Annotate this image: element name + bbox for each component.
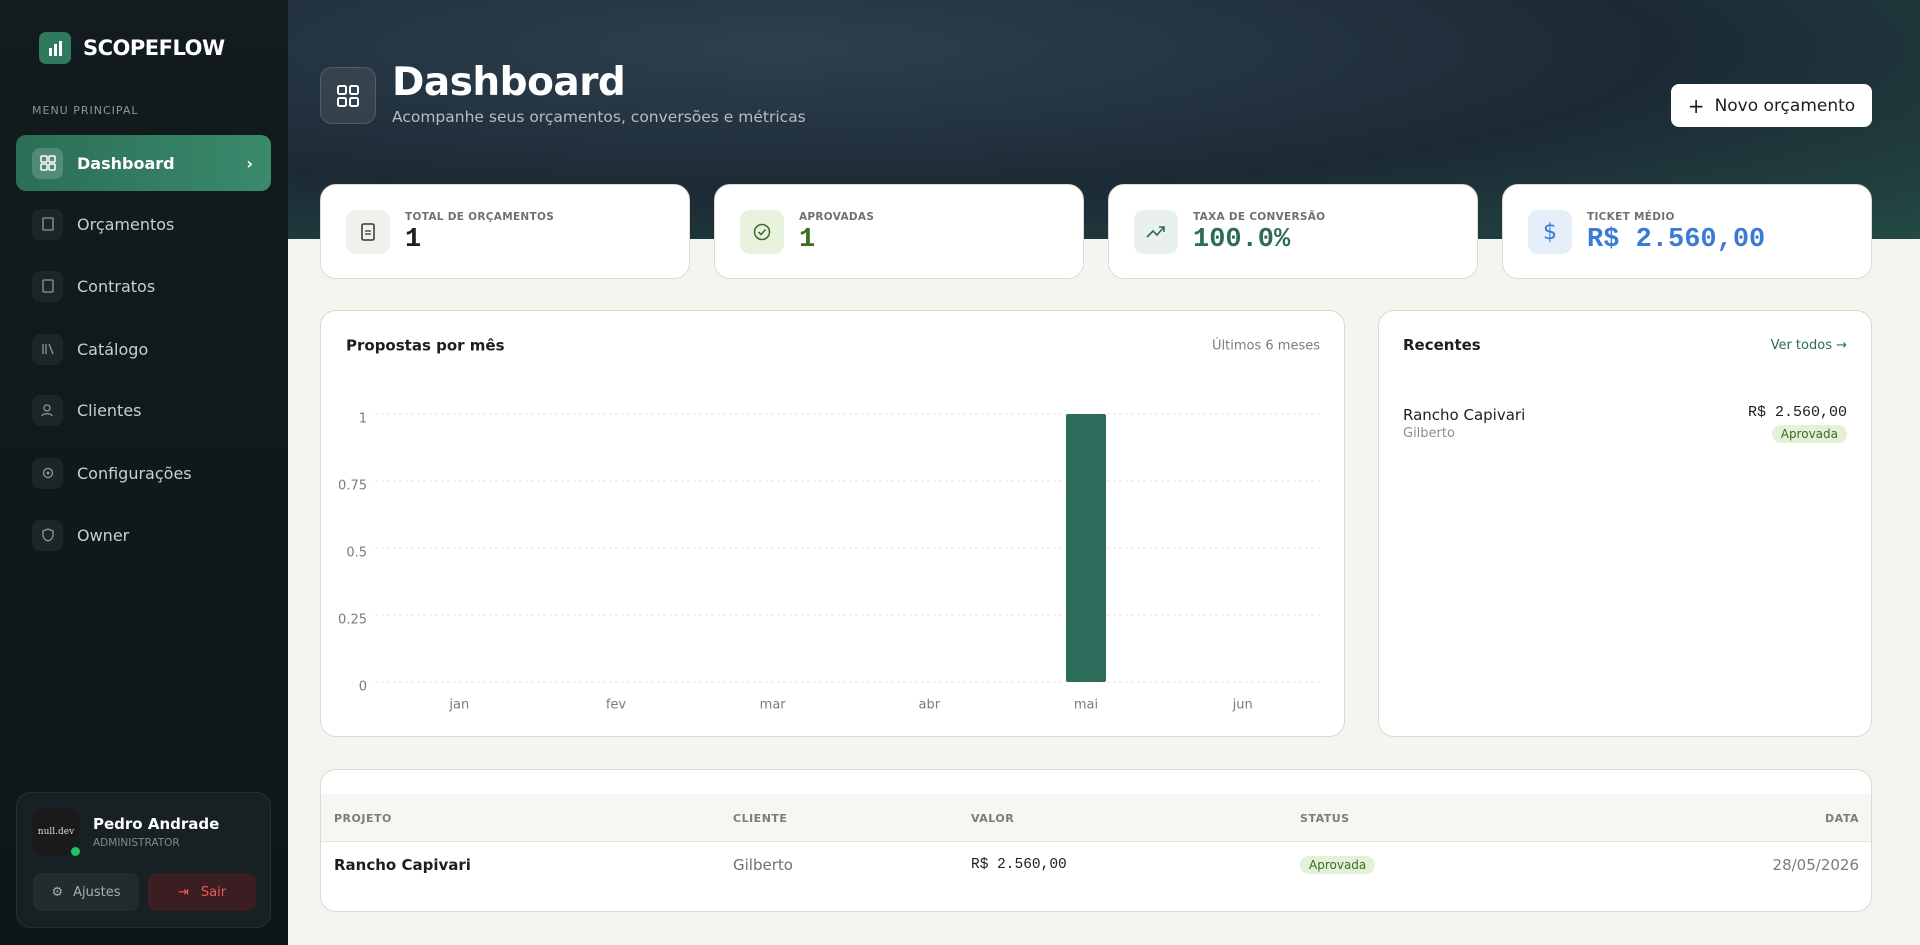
menu-label: MENU PRINCIPAL bbox=[32, 104, 139, 117]
status-badge: Aprovada bbox=[1771, 425, 1847, 443]
y-tick-label: 0 bbox=[359, 680, 367, 695]
menu-item[interactable]: Configurações bbox=[16, 445, 271, 501]
status-dot bbox=[69, 845, 82, 858]
y-tick-label: 0.25 bbox=[338, 613, 367, 628]
menu-text: Dashboard bbox=[77, 153, 175, 173]
menu-item[interactable]: Catálogo bbox=[16, 321, 271, 377]
stat-value: R$ 2.560,00 bbox=[1587, 225, 1766, 255]
logout-button[interactable]: ⇥ Sair bbox=[148, 873, 256, 911]
chart: Propostas por mês Últimos 6 meses 0 0.25 0… bbox=[338, 337, 1321, 713]
column-header: DATA bbox=[1825, 812, 1859, 825]
menu-text: Owner bbox=[77, 525, 130, 545]
y-tick-label: 0.5 bbox=[346, 546, 367, 561]
table-card: PROJETO CLIENTE VALOR STATUS DATA Rancho… bbox=[320, 769, 1872, 912]
table-cell: R$ 2.560,00 bbox=[971, 857, 1067, 873]
column-header: PROJETO bbox=[334, 812, 392, 825]
chart-card: Propostas por mês Últimos 6 meses 0 0.25 0… bbox=[320, 310, 1345, 737]
chart-title: Propostas por mês bbox=[346, 337, 505, 355]
x-tick-label: jan bbox=[448, 698, 469, 713]
menu-item[interactable]: Owner bbox=[16, 507, 271, 563]
page-subtitle: Acompanhe seus orçamentos, conversões e … bbox=[392, 108, 806, 126]
x-tick-label: mai bbox=[1074, 698, 1098, 713]
stat-card: $ TICKET MÉDIO R$ 2.560,00 bbox=[1502, 184, 1872, 279]
stat-icon bbox=[740, 210, 784, 254]
status-badge: Aprovada bbox=[1300, 856, 1376, 874]
stat-card: TOTAL DE ORÇAMENTOS 1 bbox=[320, 184, 690, 279]
stat-value: 1 bbox=[799, 225, 816, 255]
recent-name: Rancho Capivari bbox=[1403, 406, 1526, 424]
menu-text: Orçamentos bbox=[77, 214, 175, 234]
recent-client: Gilberto bbox=[1403, 426, 1455, 441]
stat-label: TAXA DE CONVERSÃO bbox=[1193, 211, 1326, 223]
menu-item[interactable]: Clientes bbox=[16, 382, 271, 438]
stat-icon: $ bbox=[1528, 210, 1572, 254]
table-cell: Gilberto bbox=[733, 856, 793, 874]
table-cell: Rancho Capivari bbox=[334, 856, 471, 874]
stat-label: TOTAL DE ORÇAMENTOS bbox=[405, 211, 555, 223]
bar bbox=[1066, 414, 1106, 682]
menu-text: Catálogo bbox=[77, 339, 149, 359]
y-tick-label: 0.75 bbox=[338, 479, 367, 494]
recent-value: R$ 2.560,00 bbox=[1747, 404, 1847, 421]
menu-text: Clientes bbox=[77, 400, 142, 420]
menu-text: Configurações bbox=[77, 463, 192, 483]
title-icon bbox=[320, 67, 376, 124]
stat-icon bbox=[346, 210, 390, 254]
x-tick-label: mar bbox=[760, 698, 787, 713]
stat-card: TAXA DE CONVERSÃO 100.0% bbox=[1108, 184, 1478, 279]
recents-title: Recentes bbox=[1403, 336, 1481, 354]
stat-label: APROVADAS bbox=[799, 211, 875, 223]
stat-value: 100.0% bbox=[1193, 225, 1291, 255]
brand: SCOPEFLOW bbox=[83, 36, 225, 60]
page-title: Dashboard bbox=[392, 60, 626, 105]
user-role: ADMINISTRATOR bbox=[93, 837, 180, 849]
x-tick-label: fev bbox=[606, 698, 627, 713]
sidebar: SCOPEFLOW MENU PRINCIPAL Dashboard › Orça… bbox=[0, 0, 288, 945]
menu-item[interactable]: Contratos bbox=[16, 258, 271, 314]
x-tick-label: abr bbox=[919, 698, 941, 713]
column-header: VALOR bbox=[971, 812, 1015, 825]
settings-button[interactable]: ⚙ Ajustes bbox=[33, 873, 139, 911]
button-text: Novo orçamento bbox=[1714, 95, 1856, 116]
new-budget-button[interactable]: + Novo orçamento bbox=[1671, 84, 1872, 127]
menu-item[interactable]: Dashboard › bbox=[16, 135, 271, 191]
column-header: CLIENTE bbox=[733, 812, 788, 825]
logo bbox=[39, 32, 71, 64]
stat-icon bbox=[1134, 210, 1178, 254]
stat-value: 1 bbox=[405, 225, 422, 255]
x-tick-label: jun bbox=[1232, 698, 1253, 713]
recents-card: Recentes Ver todos → Rancho Capivari Gil… bbox=[1378, 310, 1872, 737]
column-header: STATUS bbox=[1300, 812, 1350, 825]
view-all-link[interactable]: Ver todos → bbox=[1770, 338, 1847, 353]
user-card: null.dev Pedro Andrade ADMINISTRATOR ⚙ Aj… bbox=[16, 792, 271, 928]
button-text: Sair bbox=[200, 884, 227, 900]
stat-label: TICKET MÉDIO bbox=[1587, 211, 1675, 223]
chart-subtitle: Últimos 6 meses bbox=[1212, 338, 1320, 354]
menu-item[interactable]: Orçamentos bbox=[16, 196, 271, 252]
button-text: Ajustes bbox=[73, 884, 121, 900]
stat-card: APROVADAS 1 bbox=[714, 184, 1084, 279]
y-tick-label: 1 bbox=[359, 412, 367, 427]
menu-text: Contratos bbox=[77, 276, 156, 296]
user-name: Pedro Andrade bbox=[93, 815, 220, 833]
table-header bbox=[321, 794, 1871, 842]
table-cell: 28/05/2026 bbox=[1772, 856, 1859, 874]
